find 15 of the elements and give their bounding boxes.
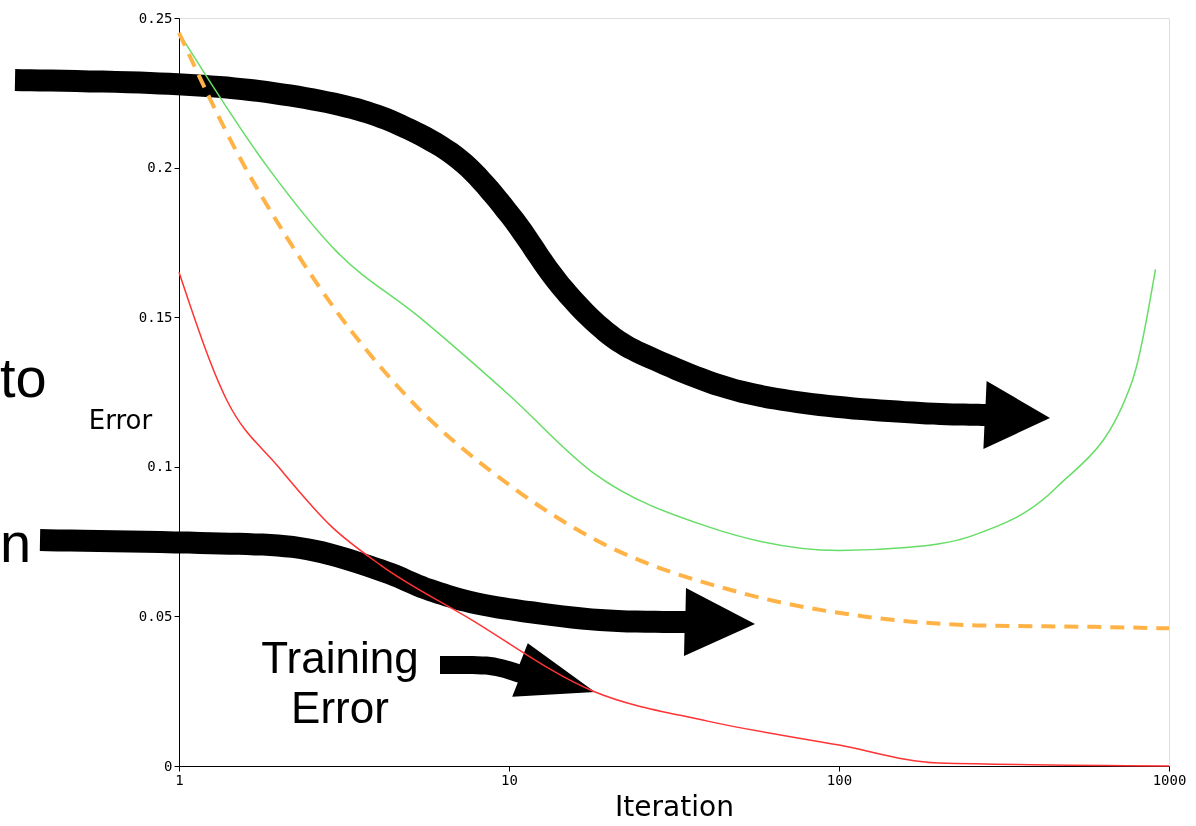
x-tick-label: 10 (501, 771, 518, 788)
y-axis-title: Error (88, 404, 153, 435)
y-tick-label: 0.05 (138, 607, 173, 624)
x-axis-title: Iteration (615, 789, 734, 823)
y-tick-label: 0.15 (138, 308, 173, 325)
annotation: Training Error (261, 633, 419, 733)
x-tick-label: 1000 (1152, 771, 1187, 788)
x-tick-label: 100 (826, 771, 853, 788)
y-tick-label: 0.2 (147, 159, 173, 176)
text: n (0, 511, 32, 574)
y-tick-label: 0 (164, 757, 173, 774)
y-tick-label: 0.25 (138, 9, 173, 26)
x-tick-label: 1 (175, 771, 184, 788)
y-tick-label: 0.1 (147, 458, 173, 475)
text: to (0, 346, 47, 409)
